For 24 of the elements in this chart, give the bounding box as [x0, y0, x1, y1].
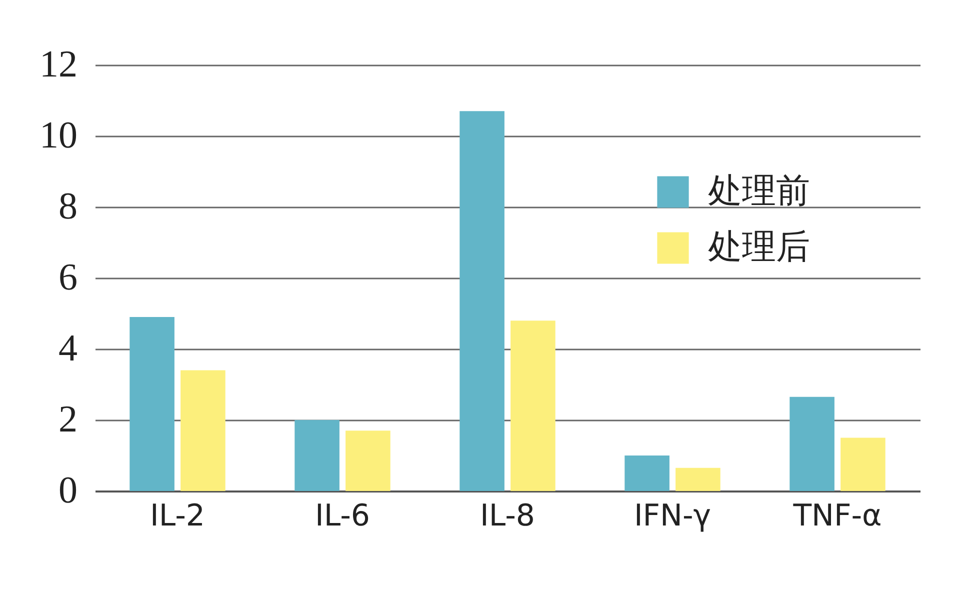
y-tick-label: 4: [58, 328, 78, 370]
y-tick-label: 2: [58, 398, 78, 440]
x-tick-label: TNF-α: [792, 498, 882, 534]
bar: [294, 420, 340, 491]
y-tick-label: 0: [58, 470, 78, 512]
bar: [346, 430, 390, 491]
y-tick-label: 12: [40, 44, 78, 86]
bar: [460, 111, 504, 491]
x-tick-label: IL-2: [150, 498, 205, 534]
y-tick-label: 6: [58, 256, 78, 298]
x-tick-label: IL-8: [480, 498, 535, 534]
y-tick-label: 10: [40, 114, 78, 156]
bar: [790, 396, 834, 491]
x-tick-label: IL-6: [315, 498, 370, 534]
bar: [130, 317, 174, 491]
y-tick-label: 8: [58, 186, 78, 228]
bar: [840, 438, 886, 491]
bar: [180, 370, 226, 491]
legend-label: 处理后: [708, 227, 810, 267]
x-tick-label: IFN-γ: [634, 498, 712, 534]
bar: [676, 468, 720, 491]
bar: [624, 456, 670, 491]
bar: [510, 320, 556, 491]
legend-label: 处理前: [708, 171, 810, 211]
